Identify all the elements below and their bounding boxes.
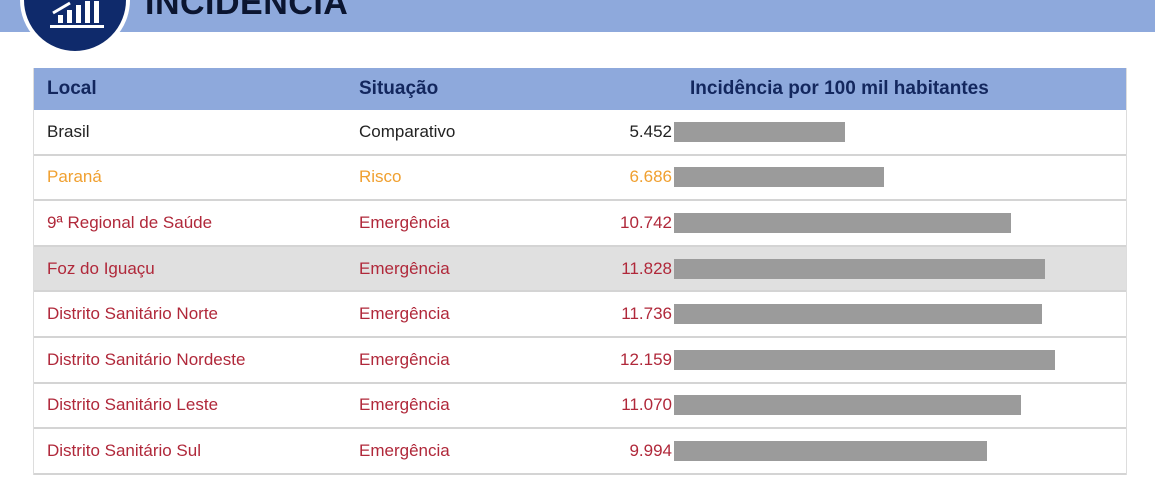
situacao-cell: Emergência — [359, 395, 450, 415]
local-cell: 9ª Regional de Saúde — [47, 212, 213, 232]
local-cell: Distrito Sanitário Sul — [47, 440, 202, 460]
header-badge — [20, 0, 130, 55]
bar-chart-growth-icon — [50, 1, 104, 28]
incidence-value: 10.742 — [620, 212, 672, 232]
incidence-value: 5.452 — [629, 121, 672, 141]
situacao-cell: Emergência — [359, 440, 450, 460]
incidence-bar — [674, 349, 1056, 370]
incidence-cell: 11.070 — [596, 395, 1126, 416]
local-cell: Paraná — [47, 167, 102, 187]
incidence-value: 12.159 — [620, 349, 672, 369]
situacao-cell: Comparativo — [359, 121, 456, 141]
situacao-cell: Risco — [359, 167, 402, 187]
incidence-value: 11.736 — [621, 304, 672, 324]
column-situacao: Situação — [359, 78, 439, 99]
incidence-bar — [674, 258, 1045, 279]
page-title: INCIDÊNCIA — [145, 0, 349, 22]
incidence-bar — [674, 167, 884, 188]
table-row: Brasil Comparativo 5.452 — [34, 110, 1126, 156]
table-row: Paraná Risco 6.686 — [34, 155, 1126, 202]
local-cell: Distrito Sanitário Nordeste — [47, 349, 246, 369]
incidence-cell: 11.736 — [596, 304, 1126, 325]
local-cell: Distrito Sanitário Norte — [47, 304, 219, 324]
table-header: Local Situação Incidência por 100 mil ha… — [34, 68, 1126, 110]
incidence-cell: 10.742 — [596, 212, 1126, 233]
incidence-value: 11.828 — [621, 258, 672, 278]
local-cell: Brasil — [47, 121, 90, 141]
incidence-table: Local Situação Incidência por 100 mil ha… — [33, 68, 1127, 475]
local-cell: Foz do Iguaçu — [47, 258, 155, 278]
header-band — [0, 0, 1155, 32]
table-row: Distrito Sanitário Sul Emergência 9.994 — [34, 429, 1126, 475]
incidence-bar — [674, 212, 1011, 233]
incidence-bar — [674, 121, 845, 142]
incidence-cell: 6.686 — [596, 167, 1126, 188]
situacao-cell: Emergência — [359, 212, 450, 232]
incidence-value: 6.686 — [629, 167, 672, 187]
incidence-cell: 5.452 — [596, 121, 1126, 142]
incidence-cell: 9.994 — [596, 440, 1126, 461]
table-row: Distrito Sanitário Norte Emergência 11.7… — [34, 292, 1126, 338]
column-local: Local — [47, 78, 97, 99]
incidence-value: 11.070 — [621, 395, 672, 415]
table-row: Distrito Sanitário Nordeste Emergência 1… — [34, 337, 1126, 384]
incidence-cell: 11.828 — [596, 258, 1126, 279]
column-incidencia: Incidência por 100 mil habitantes — [690, 78, 989, 99]
table-row: 9ª Regional de Saúde Emergência 10.742 — [34, 201, 1126, 247]
table-row: Foz do Iguaçu Emergência 11.828 — [34, 246, 1126, 293]
situacao-cell: Emergência — [359, 304, 450, 324]
situacao-cell: Emergência — [359, 349, 450, 369]
local-cell: Distrito Sanitário Leste — [47, 395, 219, 415]
situacao-cell: Emergência — [359, 258, 450, 278]
incidence-value: 9.994 — [629, 440, 672, 460]
incidence-bar — [674, 395, 1022, 416]
incidence-cell: 12.159 — [596, 349, 1126, 370]
table-row: Distrito Sanitário Leste Emergência 11.0… — [34, 383, 1126, 430]
incidence-bar — [674, 440, 988, 461]
incidence-bar — [674, 304, 1042, 325]
